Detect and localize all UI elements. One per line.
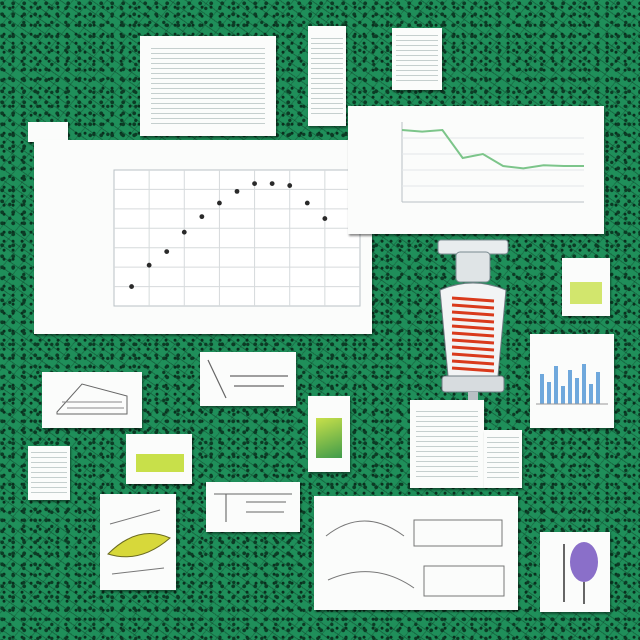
technical-sketch-panel <box>314 496 518 610</box>
line-chart-card <box>348 106 604 234</box>
mini-bar <box>575 378 579 404</box>
mini-bar <box>582 364 586 404</box>
mini-bar <box>589 384 593 404</box>
device-stripe <box>451 366 495 373</box>
device-stripe <box>451 331 495 338</box>
device-stripe <box>451 345 495 352</box>
text-document-right <box>484 430 522 488</box>
data-point <box>146 262 152 268</box>
device-body <box>439 282 507 382</box>
device-base <box>441 375 505 393</box>
device-stripe <box>451 352 495 359</box>
green-leaf-card <box>308 396 350 472</box>
mini-bar <box>540 374 544 404</box>
left-edge-note <box>28 122 68 142</box>
mini-bar <box>596 372 600 404</box>
device-stripe <box>451 324 495 331</box>
sketch-card-center-low <box>206 482 300 532</box>
main-scatter-chart <box>113 169 361 307</box>
data-point <box>252 181 257 186</box>
bar-chart-card-right <box>530 334 614 428</box>
mini-bar <box>561 386 565 404</box>
machine-sketch-card <box>42 372 142 428</box>
device-stripe <box>451 359 495 366</box>
mini-bar <box>568 370 572 404</box>
small-note-left <box>28 446 70 500</box>
data-point <box>269 181 275 186</box>
device-stripe <box>451 303 495 310</box>
side-line-chart <box>401 122 584 203</box>
data-point <box>234 188 240 194</box>
device-stand <box>468 392 478 404</box>
device-stripe <box>451 296 495 303</box>
yellow-leaf-card <box>100 494 176 590</box>
device-stripe <box>451 338 495 345</box>
data-point <box>181 229 187 235</box>
data-point <box>129 284 134 289</box>
sensor-device <box>428 236 518 406</box>
data-point <box>217 200 222 206</box>
small-table-top-right <box>392 28 442 90</box>
data-point <box>287 183 293 188</box>
device-stripe <box>451 317 495 324</box>
data-point <box>199 214 205 220</box>
series-line <box>401 128 584 170</box>
data-point <box>164 249 170 254</box>
mini-bar <box>554 366 558 404</box>
mini-card-right-1 <box>562 258 610 316</box>
diagram-card-center <box>200 352 296 406</box>
data-point <box>322 216 328 221</box>
main-chart-card <box>34 140 372 334</box>
small-note-top-center <box>308 26 346 126</box>
text-document-center <box>410 400 484 488</box>
device-stripe <box>451 310 495 317</box>
data-point <box>304 200 310 206</box>
tabular-document-top <box>140 36 276 136</box>
mini-bar <box>547 382 551 404</box>
plant-illustration-card <box>540 532 610 612</box>
lime-swatch-card <box>126 434 192 484</box>
device-neck <box>455 251 491 283</box>
